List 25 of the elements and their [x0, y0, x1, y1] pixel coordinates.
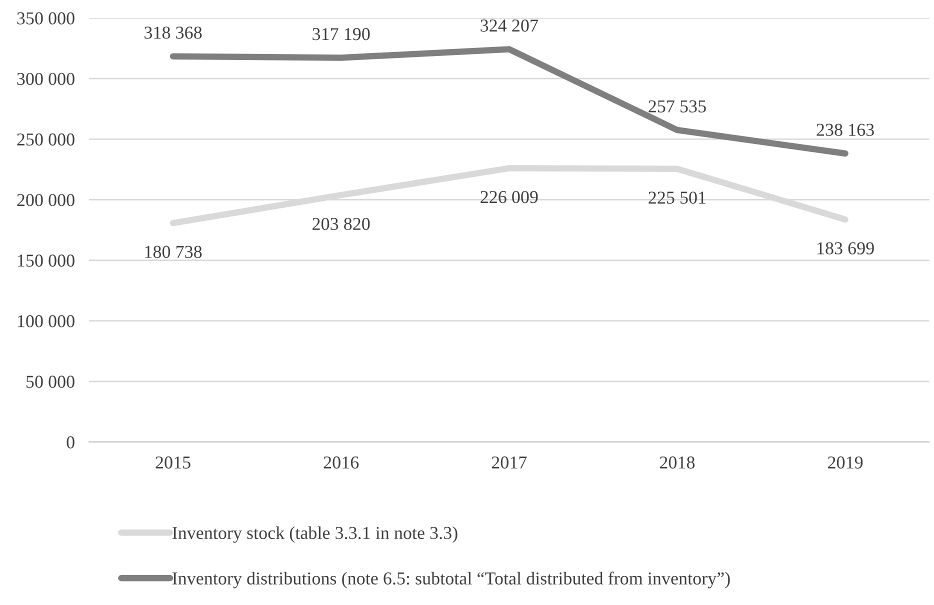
data-label: 257 535	[648, 100, 706, 112]
data-label: 238 163	[816, 124, 874, 136]
legend-label: Inventory stock (table 3.3.1 in note 3.3)	[172, 526, 458, 543]
y-tick-label: 200 000	[17, 194, 74, 206]
x-tick-label: 2016	[324, 456, 359, 469]
x-tick-label: 2015	[156, 456, 190, 469]
x-tick-label: 2017	[492, 456, 527, 469]
data-label: 225 501	[648, 192, 706, 204]
y-tick-label: 100 000	[18, 315, 74, 328]
y-tick-label: 0	[66, 436, 74, 448]
data-label: 324 207	[480, 20, 538, 32]
y-tick-label: 250 000	[17, 133, 74, 146]
data-label: 203 820	[312, 218, 370, 230]
y-tick-label: 150 000	[18, 254, 74, 267]
data-label: 318 368	[144, 26, 202, 39]
legend-label: Inventory distributions (note 6.5: subtotal “Total distributed from inventory”)	[172, 572, 730, 588]
y-tick-label: 50 000	[26, 376, 74, 388]
x-tick-label: 2019	[828, 456, 863, 469]
data-label: 317 190	[312, 28, 370, 40]
y-tick-label: 300 000	[17, 72, 74, 86]
y-tick-label: 350 000	[17, 12, 74, 24]
data-label: 183 699	[818, 242, 874, 254]
x-tick-label: 2018	[660, 456, 695, 469]
data-label: 226 009	[480, 190, 538, 204]
data-label: 180 738	[145, 246, 202, 258]
